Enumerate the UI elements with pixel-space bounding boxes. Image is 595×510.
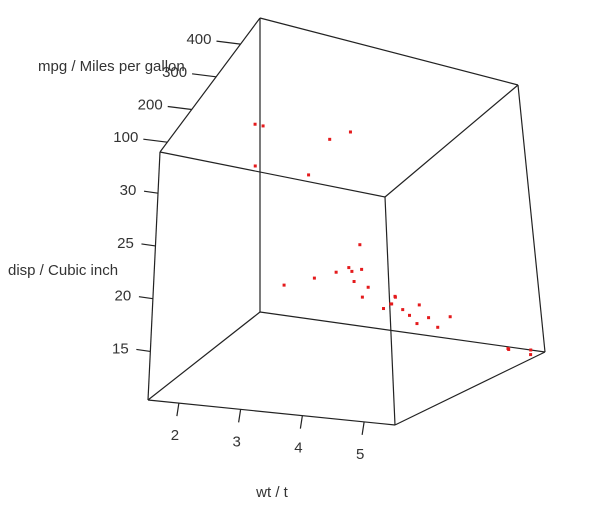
- data-point: [360, 267, 364, 271]
- y-tick: [143, 138, 168, 143]
- data-point: [360, 295, 364, 299]
- z-tick: [141, 243, 156, 247]
- box-edge-4: [159, 151, 386, 198]
- z-tick-label: 25: [117, 235, 134, 252]
- data-point: [382, 307, 386, 311]
- data-point: [393, 295, 397, 299]
- data-point: [312, 276, 316, 280]
- box-edge-7: [159, 17, 261, 153]
- data-point: [347, 266, 351, 270]
- data-point: [529, 353, 533, 357]
- data-point: [408, 313, 412, 317]
- x-tick: [299, 415, 303, 429]
- data-point: [366, 285, 370, 289]
- box-edge-3: [147, 311, 261, 401]
- data-point: [390, 302, 394, 306]
- data-point: [261, 124, 265, 128]
- box-edge-0: [147, 399, 396, 426]
- box-edge-6: [259, 17, 519, 86]
- data-point: [417, 303, 421, 307]
- data-point: [352, 280, 356, 284]
- z-tick-label: 20: [115, 288, 132, 305]
- data-point: [401, 308, 405, 312]
- y-tick-label: 400: [186, 31, 211, 48]
- data-point: [253, 122, 257, 126]
- data-point: [334, 270, 338, 274]
- data-point: [358, 243, 362, 247]
- y-tick: [216, 40, 241, 45]
- x-axis-label: wt / t: [255, 484, 289, 501]
- x-tick: [176, 403, 180, 417]
- z-tick: [143, 190, 159, 194]
- data-point: [307, 173, 311, 177]
- data-point: [350, 269, 354, 273]
- x-tick-label: 3: [232, 433, 240, 450]
- x-tick-label: 5: [356, 446, 364, 463]
- box-edge-2: [259, 311, 546, 353]
- box-edge-8: [147, 151, 161, 401]
- y-tick-label: 200: [138, 96, 163, 113]
- data-point: [253, 164, 257, 168]
- z-axis-label: disp / Cubic inch: [8, 262, 118, 279]
- y-tick: [167, 105, 192, 111]
- box-edge-10: [517, 84, 546, 353]
- y-tick: [192, 73, 217, 78]
- box-edge-1: [394, 351, 546, 426]
- box-edge-5: [384, 84, 519, 198]
- data-point: [328, 137, 332, 141]
- z-tick-label: 15: [112, 340, 129, 357]
- z-tick: [138, 296, 153, 300]
- data-point: [529, 348, 533, 352]
- data-points: [253, 122, 533, 357]
- y-tick-label: 300: [162, 64, 187, 81]
- data-point: [436, 325, 440, 329]
- data-point: [427, 316, 431, 320]
- data-point: [282, 283, 286, 287]
- y-tick-label: 100: [113, 129, 138, 146]
- z-tick: [136, 348, 151, 353]
- data-point: [506, 347, 510, 351]
- z-tick-label: 30: [120, 182, 137, 199]
- data-point: [348, 130, 352, 134]
- box-edge-9: [384, 196, 396, 426]
- data-point: [448, 315, 452, 319]
- data-point: [415, 322, 419, 326]
- x-tick-label: 2: [171, 427, 179, 444]
- x-tick-label: 4: [294, 440, 302, 457]
- x-tick: [238, 409, 242, 423]
- y-axis-label: mpg / Miles per gallon: [38, 58, 185, 75]
- plot-box: [147, 17, 546, 426]
- x-tick: [361, 421, 365, 435]
